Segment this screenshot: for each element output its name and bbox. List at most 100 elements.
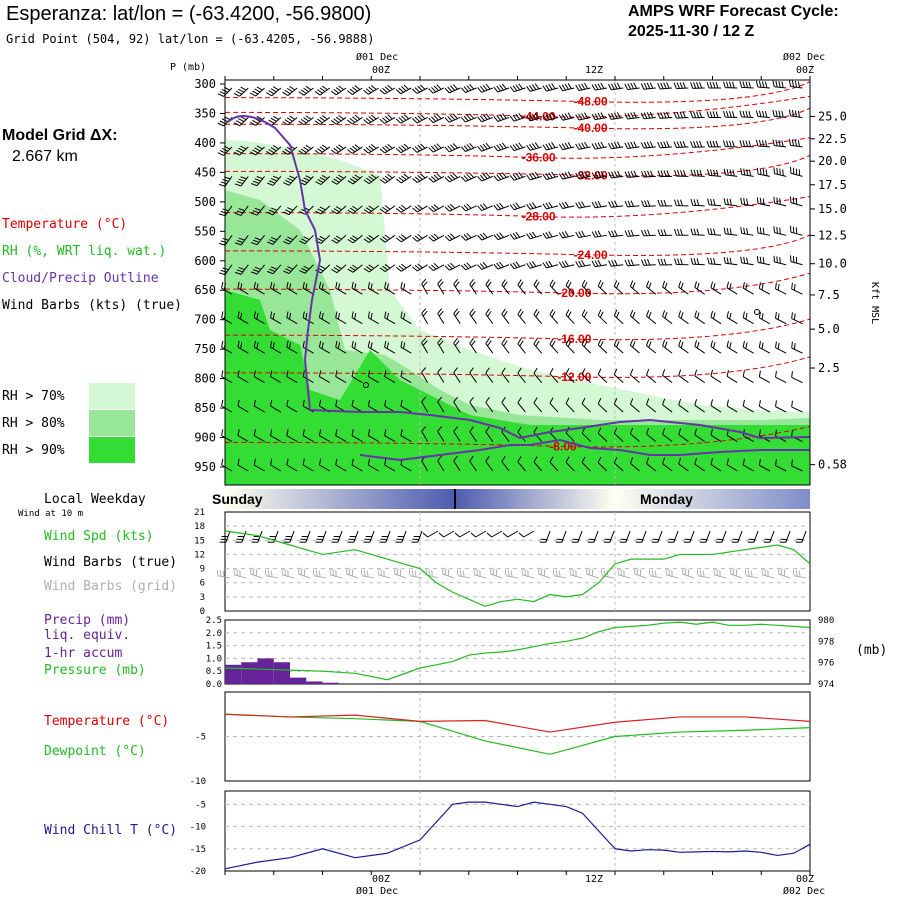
wind-barb bbox=[395, 143, 412, 154]
wind-barb bbox=[412, 114, 428, 124]
wind-barb bbox=[314, 85, 331, 96]
wind-barb bbox=[395, 234, 412, 243]
wind-barb bbox=[662, 398, 673, 413]
bottom-hour-2: 12Z bbox=[585, 874, 604, 885]
wind-barb bbox=[314, 144, 331, 155]
wind-barb bbox=[772, 109, 787, 118]
wind-barb bbox=[517, 367, 526, 383]
wind-barb bbox=[723, 168, 738, 177]
grid-wind-barb bbox=[648, 569, 663, 579]
temperature-contour bbox=[224, 356, 811, 378]
wind-barb bbox=[379, 84, 396, 95]
wind-barb bbox=[485, 338, 494, 354]
label-precip: Precip (mm) bbox=[44, 613, 131, 628]
wind-barb bbox=[250, 234, 265, 246]
cloud-precip-outline bbox=[227, 114, 811, 440]
true-wind-barb bbox=[731, 530, 743, 543]
wind-barb bbox=[694, 369, 705, 384]
grid-wind-barb bbox=[312, 569, 327, 579]
wind-barb bbox=[674, 228, 689, 236]
wind-barb bbox=[526, 171, 542, 181]
wind-barb bbox=[758, 458, 771, 472]
wind-barb bbox=[351, 311, 363, 325]
pressure-tick-label: 974 bbox=[818, 680, 834, 690]
label-wind-spd: Wind Spd (kts) bbox=[44, 529, 154, 544]
wind-barb bbox=[791, 400, 803, 413]
wind-barb bbox=[790, 166, 803, 177]
wind-barb bbox=[363, 234, 380, 243]
wind-barb bbox=[575, 260, 591, 268]
wind-barb bbox=[509, 113, 526, 122]
wind-barb bbox=[437, 367, 445, 383]
wind-barb bbox=[460, 84, 477, 94]
wind-barb bbox=[367, 281, 379, 295]
top-date-1: Ø01 Dec bbox=[356, 52, 399, 63]
wind-barb bbox=[575, 112, 591, 121]
wind-barb bbox=[565, 368, 575, 383]
wind-barb bbox=[790, 255, 803, 266]
wind-barb bbox=[629, 368, 640, 383]
wind-barb bbox=[400, 311, 412, 325]
temperature-contour-label: -40.00 bbox=[574, 121, 608, 135]
wind-barb bbox=[742, 340, 754, 354]
wind-barb bbox=[444, 113, 461, 123]
wind-barb bbox=[710, 399, 722, 413]
wind-barb bbox=[453, 396, 461, 413]
wind-barb bbox=[742, 458, 754, 472]
wind-barb bbox=[694, 310, 705, 325]
precip-tick-label: 1.5 bbox=[206, 642, 222, 652]
wind-barb bbox=[607, 141, 624, 150]
true-wind-barb bbox=[555, 530, 567, 543]
wind-barb bbox=[250, 264, 265, 275]
wind-barb bbox=[707, 198, 722, 207]
wind-barb bbox=[315, 205, 331, 215]
wind-barb bbox=[607, 112, 624, 120]
pressure-unit: (mb) bbox=[856, 643, 888, 658]
true-wind-barb bbox=[683, 530, 695, 543]
weekday-label: Local Weekday bbox=[44, 492, 146, 507]
wind-barb bbox=[549, 367, 559, 383]
kft-tick-label: 22.5 bbox=[818, 132, 847, 146]
temp-dewpoint-panel: -5 -10 bbox=[190, 691, 811, 787]
true-wind-barbs bbox=[219, 530, 807, 543]
grid-wind-barb bbox=[442, 567, 455, 579]
profile-panel: -48.00-44.00-40.00-36.00-32.00-28.00-24.… bbox=[217, 79, 811, 486]
temperature-line bbox=[224, 713, 811, 733]
wind-barb bbox=[428, 113, 445, 124]
wind-barb bbox=[710, 458, 722, 472]
wind-barb bbox=[444, 172, 461, 183]
wind-barb bbox=[351, 458, 363, 472]
grid-wind-barb bbox=[490, 567, 503, 579]
precip-tick-label: 1.0 bbox=[206, 654, 222, 664]
wind-barb bbox=[549, 456, 559, 472]
wind-tick-label: 18 bbox=[194, 522, 205, 532]
wind-barb bbox=[581, 338, 591, 354]
wind-barb bbox=[613, 427, 624, 442]
wind-barb bbox=[608, 170, 624, 179]
wind-barb bbox=[234, 235, 249, 246]
wind-barb bbox=[477, 232, 493, 241]
wind-barb bbox=[444, 203, 461, 212]
wind-barb bbox=[673, 82, 689, 90]
wind-barb bbox=[347, 114, 363, 125]
wind-barb bbox=[250, 176, 265, 187]
label-wind-barbs-true: Wind Barbs (true) bbox=[44, 555, 178, 570]
wind-barb bbox=[437, 308, 445, 324]
wind-barb bbox=[608, 200, 624, 208]
grid-wind-barb bbox=[360, 569, 375, 579]
wind-barb bbox=[477, 83, 493, 93]
wind-barb bbox=[485, 279, 494, 295]
wind-barb bbox=[740, 256, 754, 266]
wind-barb bbox=[791, 312, 803, 325]
dewpoint-line bbox=[224, 713, 811, 755]
pressure-axis: 300 350 400 450 500 550 600 650 700 750 800 850 900 9… bbox=[194, 77, 225, 474]
wind-barb bbox=[526, 231, 542, 240]
grid-wind-barb bbox=[408, 569, 423, 579]
legend-cloud: Cloud/Precip Outline bbox=[2, 271, 159, 286]
wind-barb bbox=[286, 311, 298, 325]
wind-barb bbox=[542, 201, 559, 210]
pressure-tick-label: 978 bbox=[818, 637, 834, 647]
wind-barb bbox=[775, 370, 787, 384]
wind-barb bbox=[694, 457, 705, 472]
wind-barb bbox=[694, 399, 705, 413]
